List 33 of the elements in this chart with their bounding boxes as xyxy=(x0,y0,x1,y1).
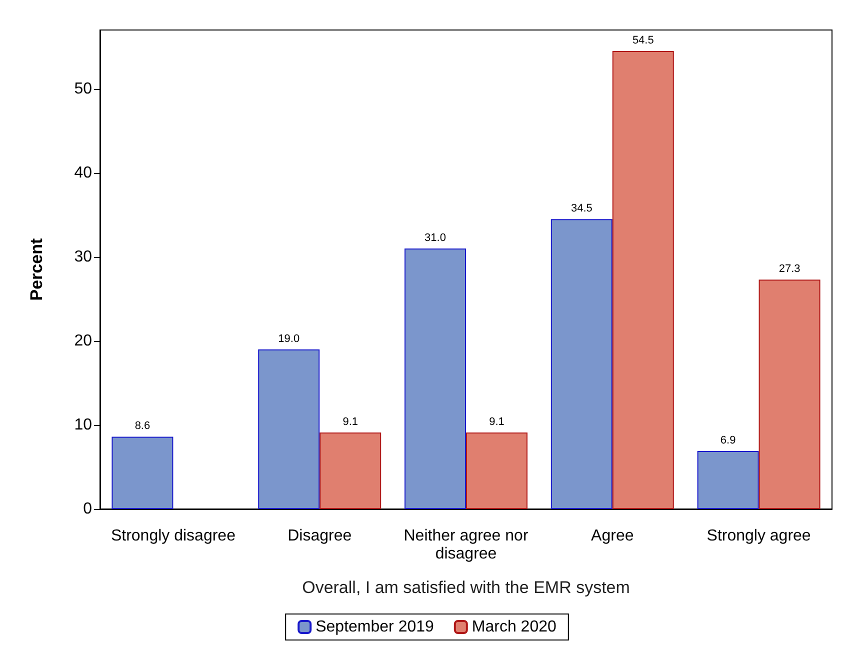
data-label: 9.1 xyxy=(342,416,358,428)
y-tick-label: 0 xyxy=(83,500,92,518)
x-axis-title: Overall, I am satisfied with the EMR system xyxy=(302,578,630,597)
bar xyxy=(758,280,820,509)
data-label: 54.5 xyxy=(632,34,654,47)
data-label: 19.0 xyxy=(278,332,300,345)
x-tick-label: Agree xyxy=(591,528,634,544)
data-label: 34.5 xyxy=(570,202,592,215)
bar xyxy=(258,349,320,509)
bar xyxy=(697,451,759,509)
bar xyxy=(112,436,174,509)
x-tick-label: Strongly agree xyxy=(706,528,811,544)
bar xyxy=(320,432,382,509)
x-tick-label: Strongly disagree xyxy=(110,528,236,544)
x-tick-label: Neither agree nor disagree xyxy=(404,528,529,562)
bar xyxy=(612,51,674,509)
y-tick-label: 30 xyxy=(74,248,92,266)
bar xyxy=(466,432,528,509)
y-tick-label: 50 xyxy=(74,80,92,98)
y-tick-label: 20 xyxy=(74,332,92,350)
x-tick-label: Disagree xyxy=(288,528,352,544)
data-label: 9.1 xyxy=(489,416,504,428)
y-tick-label: 10 xyxy=(74,416,92,434)
legend-label: March 2020 xyxy=(472,618,556,636)
data-label: 31.0 xyxy=(424,232,446,244)
data-label: 6.9 xyxy=(720,434,736,447)
data-label: 27.3 xyxy=(778,263,800,276)
bar xyxy=(550,219,612,509)
y-tick-label: 40 xyxy=(74,164,92,182)
bar xyxy=(404,248,466,509)
legend-label: September 2019 xyxy=(316,618,434,636)
y-axis-title: Percent xyxy=(27,238,46,301)
data-label: 8.6 xyxy=(134,420,150,432)
